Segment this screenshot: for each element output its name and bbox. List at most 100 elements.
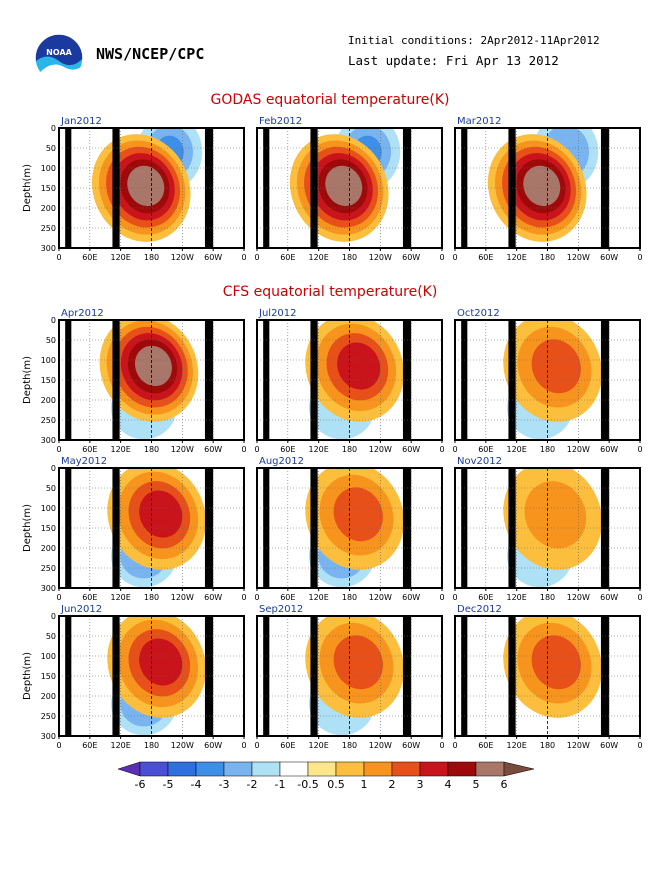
x-tick-label: 60E	[82, 253, 97, 262]
panel-field	[461, 616, 610, 736]
x-tick-label: 60E	[82, 741, 97, 750]
godas-section-title: GODAS equatorial temperature(K)	[210, 92, 450, 108]
panel-label: Apr2012	[61, 308, 104, 319]
y-tick-label: 100	[41, 356, 56, 365]
colorbar-label: 1	[361, 778, 368, 791]
colorbar-label: 6	[501, 778, 508, 791]
x-tick-label: 180	[342, 741, 357, 750]
colorbar-end-high	[503, 761, 535, 777]
panel-may2012: May2012 0 60E 120E 180 120W 60W 0 0 50 100 150 200 25…	[22, 456, 247, 602]
panel-label: Jun2012	[60, 604, 102, 615]
x-tick-label: 0	[637, 741, 642, 750]
colorbar-label: -0.5	[297, 778, 318, 791]
colorbar-swatch	[391, 761, 421, 777]
x-tick-label: 120E	[507, 253, 527, 262]
x-tick-label: 180	[540, 445, 555, 454]
y-tick-label: 50	[46, 144, 56, 153]
x-tick-label: 0	[637, 445, 642, 454]
x-tick-label: 120W	[171, 445, 194, 454]
y-tick-label: 100	[41, 652, 56, 661]
y-tick-label: 200	[41, 692, 56, 701]
panel-field	[461, 128, 610, 248]
y-tick-label: 50	[46, 484, 56, 493]
y-tick-label: 200	[41, 396, 56, 405]
panel-jun2012: Jun2012 0 60E 120E 180 120W 60W 0 0 50 100 150 200 25…	[22, 604, 247, 750]
panel-mar2012: Mar2012 0 60E 120E 180 120W 60W 0	[452, 116, 642, 262]
x-tick-label: 180	[144, 741, 159, 750]
warm-anomaly-contour	[139, 638, 183, 686]
x-tick-label: 120W	[567, 445, 590, 454]
x-tick-label: 0	[439, 253, 444, 262]
x-tick-label: 60W	[204, 445, 222, 454]
y-tick-label: 300	[41, 732, 56, 741]
x-tick-label: 60E	[280, 253, 295, 262]
noaa-logo: NOAA	[34, 33, 84, 83]
warm-anomaly-contour	[127, 165, 165, 207]
panel-label: Dec2012	[457, 604, 502, 615]
panel-jan2012: Jan2012 0 60E 120E 180 120W 60W 0 0 50 100 150 200 25…	[22, 116, 247, 262]
colorbar-swatch	[195, 761, 225, 777]
x-tick-label: 60E	[82, 593, 97, 602]
y-tick-label: 0	[51, 124, 56, 133]
x-tick-label: 0	[241, 593, 246, 602]
x-tick-label: 0	[56, 741, 61, 750]
colorbar-swatch	[419, 761, 449, 777]
warm-anomaly-contour	[333, 487, 383, 542]
x-tick-label: 180	[540, 253, 555, 262]
x-tick-label: 0	[56, 593, 61, 602]
x-tick-label: 60W	[402, 253, 420, 262]
panel-label: Nov2012	[457, 456, 502, 467]
colorbar-label: -4	[191, 778, 202, 791]
x-tick-label: 120E	[507, 593, 527, 602]
y-tick-label: 200	[41, 204, 56, 213]
colorbar-swatch	[335, 761, 365, 777]
panel-sep2012: Sep2012 0 60E 120E 180 120W 60W 0	[254, 604, 444, 750]
x-tick-label: 0	[637, 593, 642, 602]
cfs-section-title: CFS equatorial temperature(K)	[222, 284, 438, 300]
panel-field	[65, 616, 214, 736]
colorbar-swatch	[251, 761, 281, 777]
x-tick-label: 60W	[402, 741, 420, 750]
x-tick-label: 0	[241, 445, 246, 454]
y-axis-label: Depth(m)	[22, 652, 33, 700]
colorbar-label: 2	[389, 778, 396, 791]
x-tick-label: 60E	[478, 253, 493, 262]
x-tick-label: 60E	[478, 445, 493, 454]
panel-label: Aug2012	[259, 456, 304, 467]
x-tick-label: 60E	[280, 593, 295, 602]
y-tick-label: 300	[41, 244, 56, 253]
y-tick-label: 300	[41, 584, 56, 593]
x-tick-label: 0	[452, 741, 457, 750]
y-tick-label: 100	[41, 504, 56, 513]
x-tick-label: 120W	[567, 593, 590, 602]
colorbar-swatch	[223, 761, 253, 777]
x-tick-label: 0	[56, 445, 61, 454]
x-tick-label: 0	[241, 741, 246, 750]
y-tick-label: 250	[41, 416, 56, 425]
colorbar-end-low	[117, 761, 141, 777]
x-tick-label: 0	[439, 445, 444, 454]
panel-label: Feb2012	[259, 116, 302, 127]
y-tick-label: 150	[41, 376, 56, 385]
colorbar-label: 3	[417, 778, 424, 791]
x-tick-label: 120W	[567, 741, 590, 750]
x-tick-label: 60E	[478, 593, 493, 602]
x-tick-label: 0	[439, 741, 444, 750]
x-tick-label: 60E	[280, 445, 295, 454]
warm-anomaly-contour	[523, 165, 561, 207]
colorbar-label: -3	[219, 778, 230, 791]
x-tick-label: 60E	[82, 445, 97, 454]
y-axis-label: Depth(m)	[22, 164, 33, 212]
x-tick-label: 120E	[309, 253, 329, 262]
x-tick-label: 60E	[280, 741, 295, 750]
colorbar-swatch	[307, 761, 337, 777]
panel-aug2012: Aug2012 0 60E 120E 180 120W 60W 0	[254, 456, 444, 602]
colorbar: -6 -5 -4 -3 -2 -1 -0.5 0.5 1 2 3 4 5 6	[117, 761, 535, 791]
warm-anomaly-contour	[333, 635, 383, 690]
colorbar-swatch	[167, 761, 197, 777]
x-tick-label: 60W	[402, 445, 420, 454]
x-tick-label: 60E	[478, 741, 493, 750]
x-tick-label: 0	[254, 445, 259, 454]
svg-text:NOAA: NOAA	[46, 48, 72, 57]
x-tick-label: 60W	[600, 445, 618, 454]
